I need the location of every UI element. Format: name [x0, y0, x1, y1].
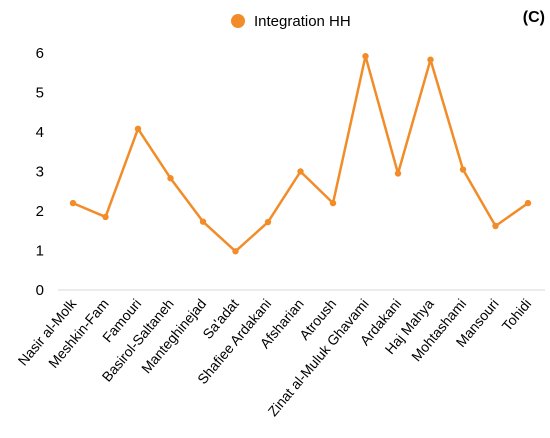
legend: Integration HH	[231, 13, 351, 30]
series-line	[72, 54, 529, 253]
y-tick-label: 0	[36, 282, 44, 299]
y-axis-ticks: 0 1 2 3 4 5 6	[36, 45, 44, 299]
y-tick-label: 2	[36, 203, 44, 220]
data-point	[69, 199, 77, 207]
y-tick-label: 3	[36, 164, 44, 181]
series-integration-hh	[69, 52, 532, 255]
data-point	[427, 56, 434, 63]
y-tick-label: 6	[36, 45, 44, 62]
legend-label: Integration HH	[254, 13, 351, 30]
x-tick-label: Tohidi	[499, 296, 535, 334]
data-point	[199, 218, 207, 225]
legend-marker	[231, 14, 245, 28]
data-point	[492, 222, 499, 230]
data-point	[102, 213, 109, 221]
panel-label: (C)	[523, 9, 545, 26]
data-point	[524, 199, 532, 207]
y-tick-label: 1	[36, 243, 44, 260]
data-point	[167, 175, 174, 182]
x-axis-ticks: Nasir al-MolkMeshkin-FamFamouriBasirol-S…	[15, 295, 535, 419]
data-point	[394, 170, 402, 177]
data-point	[297, 168, 304, 175]
data-point	[329, 199, 337, 207]
data-point	[459, 166, 467, 173]
data-point	[362, 52, 369, 60]
y-tick-label: 4	[36, 124, 44, 141]
data-point	[232, 248, 239, 255]
data-point	[134, 125, 142, 133]
y-tick-label: 5	[36, 85, 44, 102]
data-point	[264, 218, 272, 226]
